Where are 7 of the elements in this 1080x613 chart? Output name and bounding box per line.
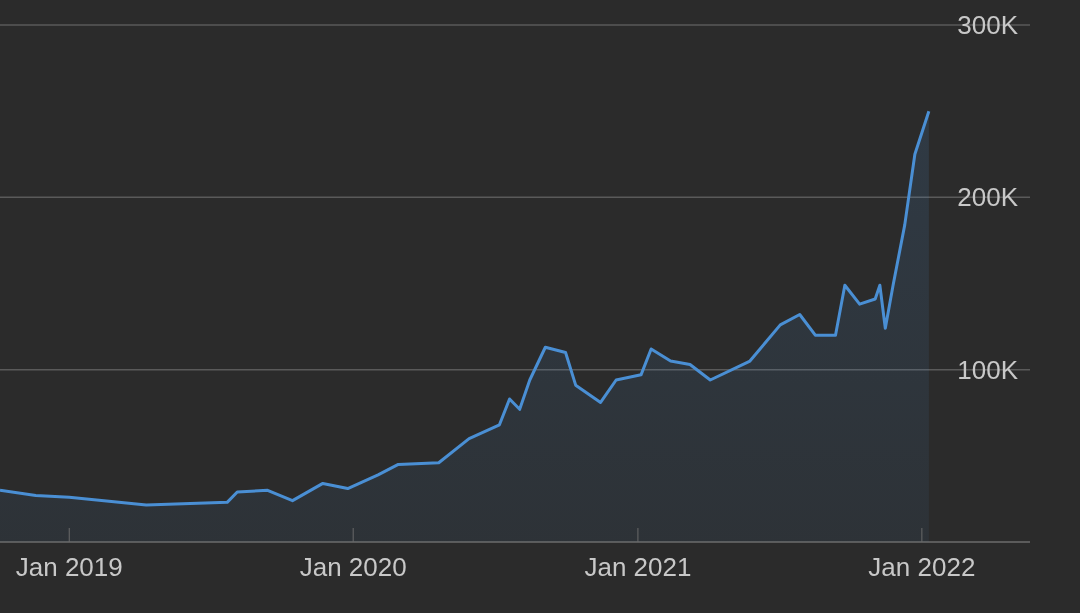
x-tick-label: Jan 2020 [299, 552, 407, 583]
x-tick-label: Jan 2019 [15, 552, 123, 583]
x-tick-label: Jan 2022 [868, 552, 976, 583]
y-tick-label: 200K [957, 182, 1019, 213]
y-tick-label: 100K [957, 354, 1019, 385]
x-tick-label: Jan 2021 [584, 552, 692, 583]
y-tick-label: 300K [957, 10, 1019, 41]
